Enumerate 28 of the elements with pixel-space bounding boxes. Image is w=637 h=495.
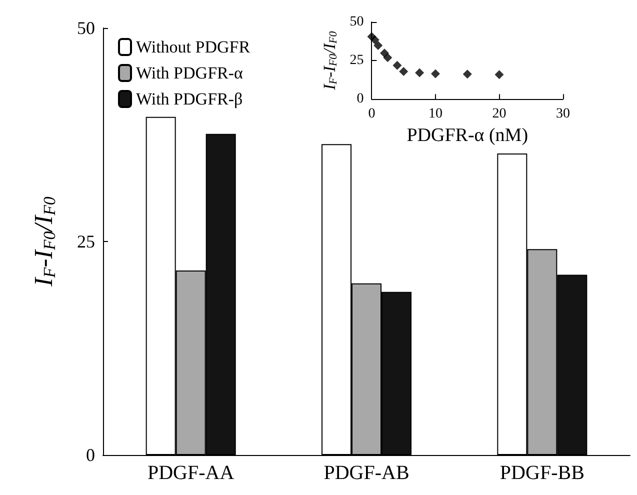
- x-tick-label: 20: [492, 106, 506, 122]
- point: [430, 69, 440, 78]
- legend-label: With PDGFR-β: [136, 90, 243, 108]
- x-tick-label: PDGF-AA: [147, 462, 235, 484]
- legend-label: With PDGFR-α: [136, 64, 244, 82]
- legend-label: Without PDGFR: [136, 38, 251, 56]
- point: [392, 60, 402, 70]
- x-tick-label: 0: [368, 106, 376, 122]
- y-axis-title: IF-IF0/IF0: [29, 196, 59, 288]
- point: [415, 68, 424, 78]
- y-tick-label: 0: [86, 445, 95, 465]
- y-tick-label: 50: [350, 14, 364, 30]
- point: [462, 70, 472, 79]
- x-tick-label: 10: [428, 106, 442, 122]
- x-tick-label: 30: [556, 106, 570, 122]
- x-axis-title: PDGFR-α (nM): [406, 125, 528, 146]
- y-axis-title: IF-IF0/IF0: [320, 30, 340, 91]
- point: [383, 53, 392, 62]
- y-tick-label: 50: [77, 18, 95, 38]
- point: [399, 67, 408, 76]
- point: [374, 40, 383, 50]
- x-tick-label: PDGF-AB: [324, 462, 410, 484]
- y-tick-label: 0: [356, 92, 364, 107]
- x-tick-label: PDGF-BB: [500, 462, 584, 484]
- y-tick-label: 25: [77, 232, 95, 252]
- point: [494, 70, 504, 80]
- y-tick-label: 25: [350, 53, 364, 68]
- point: [370, 35, 380, 44]
